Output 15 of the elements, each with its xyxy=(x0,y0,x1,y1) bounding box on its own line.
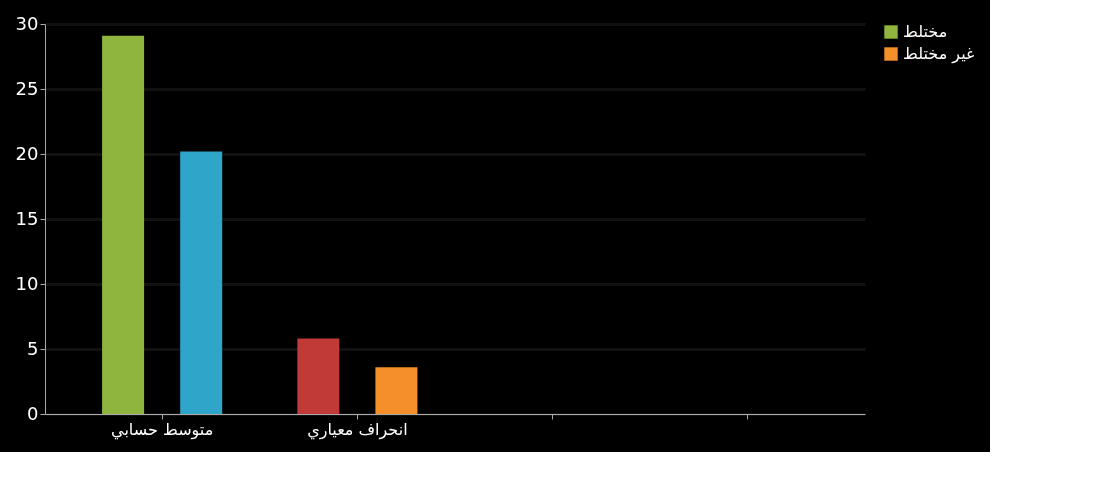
y-tick-label: 15 xyxy=(15,207,39,229)
x-tick-label: متوسط حسابي xyxy=(111,419,214,440)
y-tick-label: 25 xyxy=(15,77,39,99)
y-tick-label: 20 xyxy=(15,142,39,164)
legend-label: غير مختلط xyxy=(903,44,975,64)
y-tick-label: 30 xyxy=(15,12,39,34)
bar xyxy=(375,367,418,414)
legend-label: مختلط xyxy=(903,22,948,41)
x-tick-label: انحراف معياري xyxy=(307,419,408,440)
bar xyxy=(297,338,340,414)
y-tick-label: 5 xyxy=(27,337,39,359)
bar xyxy=(102,35,145,414)
y-tick-label: 10 xyxy=(15,272,39,294)
bar xyxy=(180,151,223,414)
y-tick-label: 0 xyxy=(27,402,39,424)
